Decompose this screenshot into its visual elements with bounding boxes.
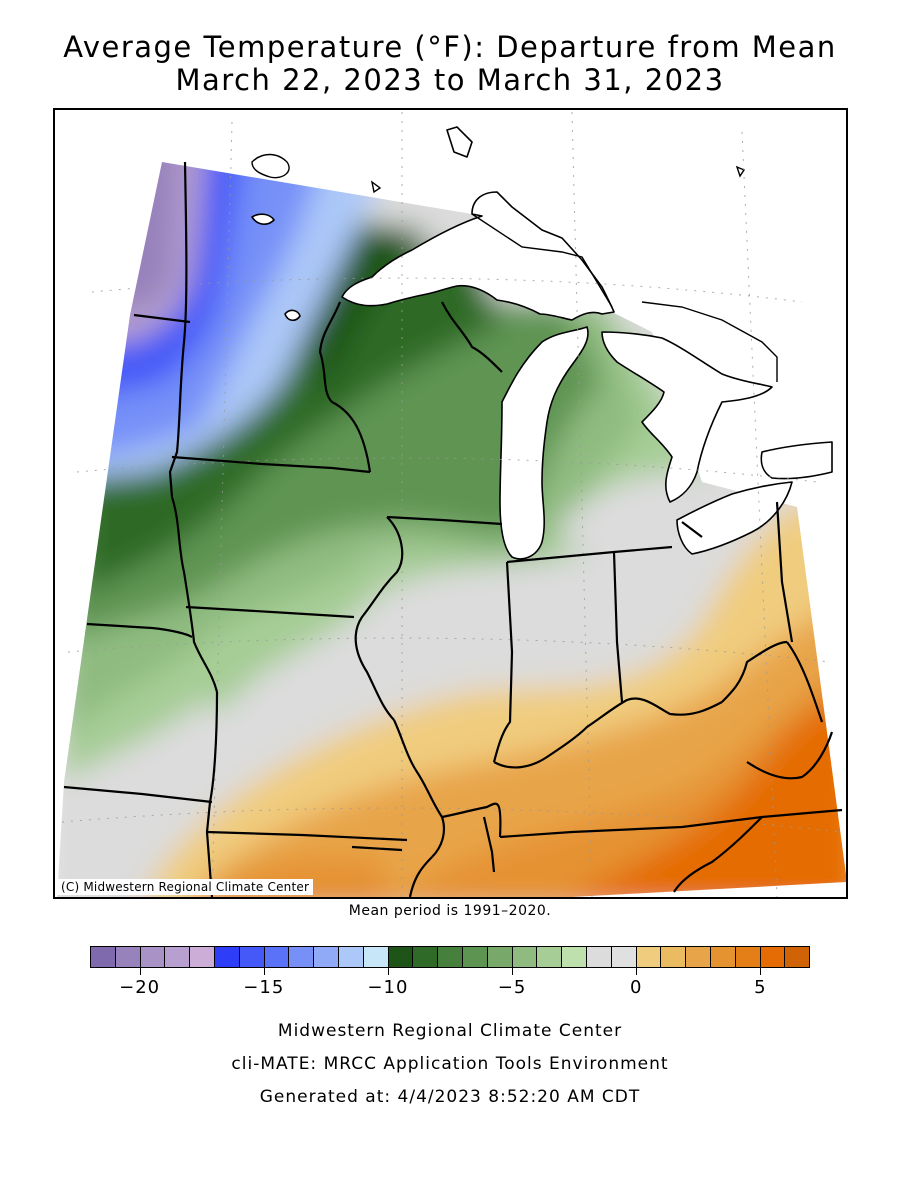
legend-swatch [413, 947, 439, 967]
lake-winnipeg-lake [251, 213, 275, 225]
lake-michigan [499, 326, 589, 560]
legend-tick-label: −10 [367, 977, 409, 998]
legend-tick-label: 0 [629, 977, 643, 998]
footer-tool-name: cli-MATE: MRCC Application Tools Environ… [231, 1054, 669, 1074]
legend-swatch [115, 947, 141, 967]
legend-swatch [363, 947, 389, 967]
legend-swatch [735, 947, 761, 967]
lake-ontario [760, 441, 833, 480]
legend-swatch [686, 947, 711, 967]
legend-tick-mark [263, 968, 265, 975]
legend-swatch [760, 947, 786, 967]
legend-swatch [264, 947, 290, 967]
legend-swatch [165, 947, 191, 967]
legend-tick-label: −5 [497, 977, 527, 998]
great-lakes [251, 126, 833, 560]
legend-swatch [537, 947, 563, 967]
legend-swatch [710, 947, 736, 967]
map-title: Average Temperature (°F): Departure from… [63, 30, 837, 64]
lake-erie [676, 481, 793, 555]
legend-tick-mark [512, 968, 514, 975]
legend-swatch [140, 947, 166, 967]
legend-tick-mark [636, 968, 638, 975]
legend-tick-label: −15 [243, 977, 285, 998]
legend-swatch [785, 947, 810, 967]
legend-ticks: −20 −15 −10 −5 0 5 [90, 968, 810, 1008]
legend-tick-mark [387, 968, 389, 975]
legend-tick-mark [760, 968, 762, 975]
legend-swatch [239, 947, 265, 967]
legend-tick-label: −20 [119, 977, 161, 998]
legend-swatch [611, 947, 637, 967]
graticule [61, 111, 843, 897]
footer-organization: Midwestern Regional Climate Center [277, 1021, 623, 1041]
lake-superior [341, 191, 615, 321]
lake-of-the-woods [284, 309, 301, 322]
coastlines-north [251, 153, 778, 382]
legend-tick-mark [139, 968, 141, 975]
legend-swatch [338, 947, 364, 967]
copyright-label: (C) Midwestern Regional Climate Center [57, 879, 314, 895]
legend-tick-label: 5 [754, 977, 767, 998]
legend-swatch [562, 947, 587, 967]
legend-swatch [462, 947, 488, 967]
map-frame: (C) Midwestern Regional Climate Center [53, 108, 848, 899]
color-legend [90, 946, 810, 968]
legend-swatch [487, 947, 513, 967]
state-boundaries [63, 161, 843, 897]
isle-royale [446, 126, 473, 158]
temperature-departure-map [57, 111, 846, 897]
mean-period-note: Mean period is 1991–2020. [348, 903, 552, 919]
legend-swatch [314, 947, 339, 967]
legend-swatch [661, 947, 687, 967]
legend-swatch [388, 947, 414, 967]
map-date-range: March 22, 2023 to March 31, 2023 [175, 63, 725, 97]
legend-swatch [512, 947, 538, 967]
legend-swatch [91, 947, 116, 967]
legend-swatch [190, 947, 215, 967]
footer-generated-at: Generated at: 4/4/2023 8:52:20 AM CDT [259, 1087, 641, 1107]
lake-huron [601, 331, 773, 503]
legend-swatch [214, 947, 240, 967]
legend-swatch [438, 947, 463, 967]
legend-swatch [586, 947, 612, 967]
legend-swatch [636, 947, 662, 967]
legend-swatch [289, 947, 315, 967]
